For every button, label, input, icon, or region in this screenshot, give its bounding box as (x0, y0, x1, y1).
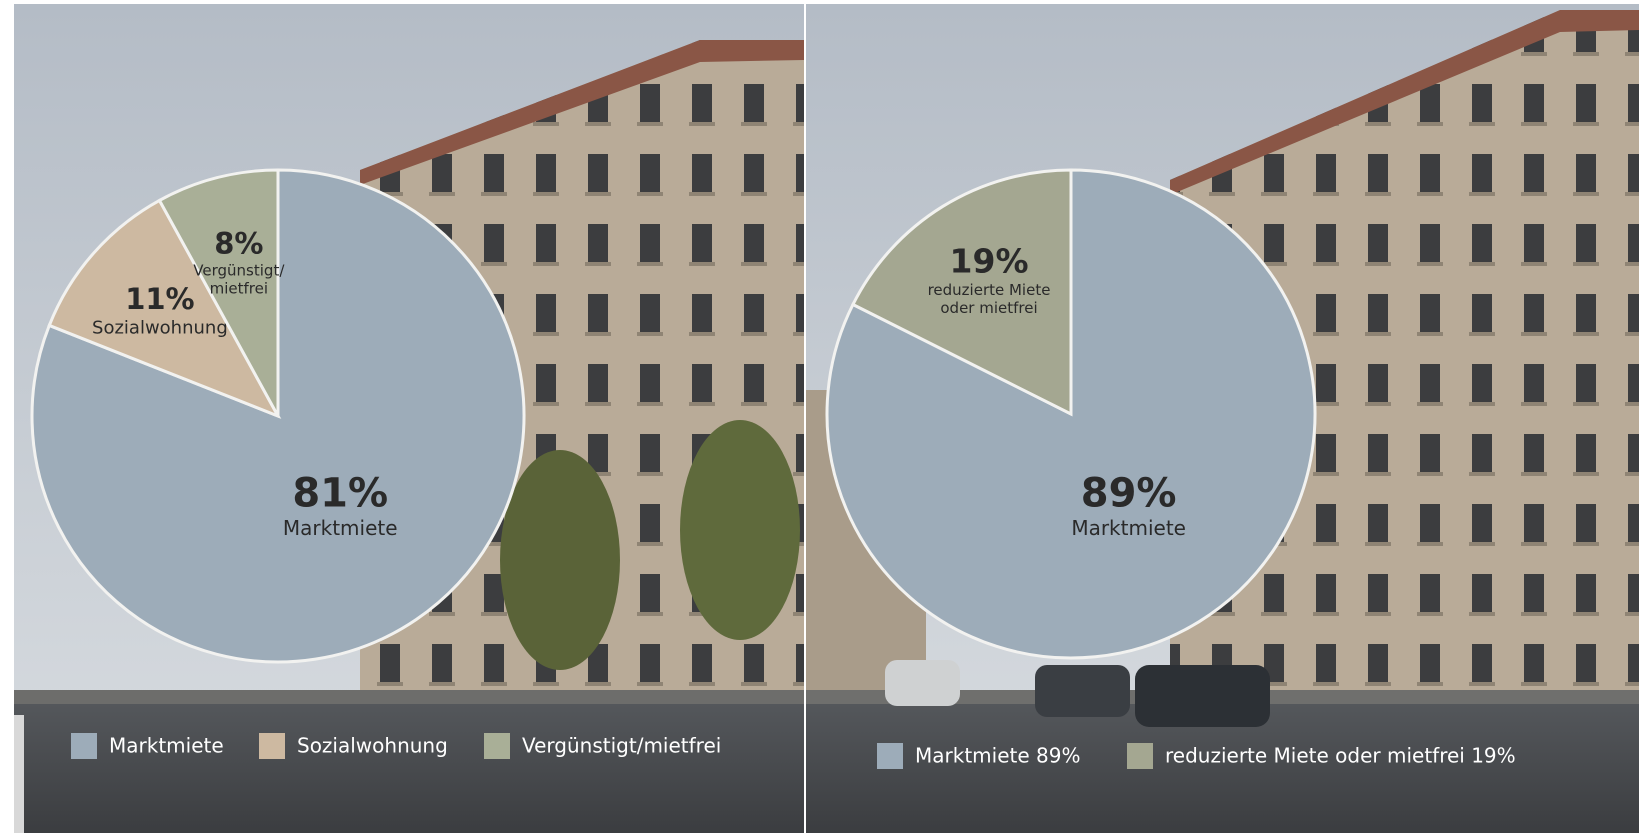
pie-slice (850, 168, 1073, 417)
legend-swatch (484, 733, 510, 759)
pie-slice (825, 168, 1317, 660)
slice-category-label: Vergünstigt/ (193, 262, 285, 280)
legend-label: Marktmiete (109, 734, 224, 758)
legend-label: Sozialwohnung (297, 734, 448, 758)
legend-swatch (1127, 743, 1153, 769)
slice-value-label: 19% (950, 242, 1029, 281)
legend-swatch (877, 743, 903, 769)
legend-label: reduzierte Miete oder mietfrei 19% (1165, 744, 1516, 768)
pie: 81%Marktmiete11%Sozialwohnung8%Vergünsti… (30, 168, 721, 759)
slice-category-label: mietfrei (210, 280, 268, 298)
legend-label: Vergünstigt/mietfrei (522, 734, 721, 758)
legend-swatch (71, 733, 97, 759)
legend-swatch (259, 733, 285, 759)
slice-value-label: 8% (214, 227, 263, 261)
slice-category-label: reduzierte Miete (928, 281, 1051, 299)
charts: 81%Marktmiete11%Sozialwohnung8%Vergünsti… (30, 168, 1516, 769)
slice-value-label: 11% (125, 282, 194, 316)
slice-value-label: 89% (1081, 470, 1177, 516)
slice-value-label: 81% (292, 471, 388, 517)
pie-slice (157, 168, 280, 417)
slice-category-label: Marktmiete (283, 516, 398, 540)
slice-category-label: oder mietfrei (940, 299, 1037, 317)
legend-label: Marktmiete 89% (915, 744, 1080, 768)
pie-slice (30, 168, 526, 664)
slice-category-label: Sozialwohnung (92, 317, 228, 338)
pie-slice (47, 198, 282, 419)
slice-category-label: Marktmiete (1071, 516, 1186, 540)
